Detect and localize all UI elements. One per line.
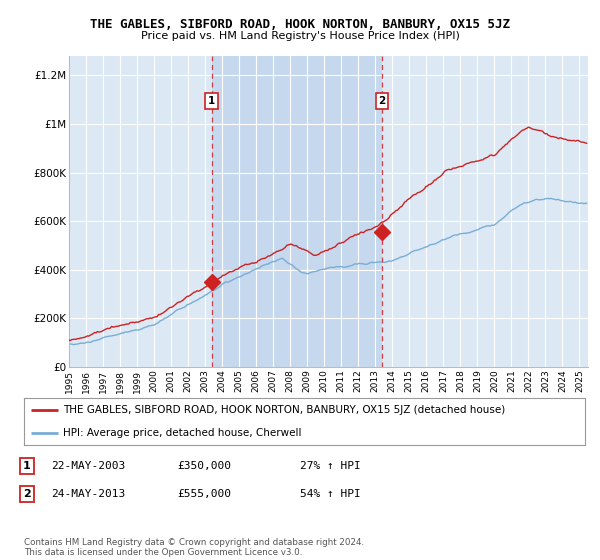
Bar: [212, 56, 382, 367]
Text: THE GABLES, SIBFORD ROAD, HOOK NORTON, BANBURY, OX15 5JZ (detached house): THE GABLES, SIBFORD ROAD, HOOK NORTON, B…: [63, 405, 506, 416]
Text: 22-MAY-2003: 22-MAY-2003: [51, 461, 125, 471]
Text: 2: 2: [378, 96, 385, 106]
Text: £555,000: £555,000: [177, 489, 231, 499]
Text: 54% ↑ HPI: 54% ↑ HPI: [300, 489, 361, 499]
Text: 1: 1: [208, 96, 215, 106]
Text: £350,000: £350,000: [177, 461, 231, 471]
Text: Price paid vs. HM Land Registry's House Price Index (HPI): Price paid vs. HM Land Registry's House …: [140, 31, 460, 41]
Text: HPI: Average price, detached house, Cherwell: HPI: Average price, detached house, Cher…: [63, 428, 302, 438]
Text: 1: 1: [23, 461, 31, 471]
Text: 24-MAY-2013: 24-MAY-2013: [51, 489, 125, 499]
Text: 2: 2: [23, 489, 31, 499]
Text: 27% ↑ HPI: 27% ↑ HPI: [300, 461, 361, 471]
Text: Contains HM Land Registry data © Crown copyright and database right 2024.
This d: Contains HM Land Registry data © Crown c…: [24, 538, 364, 557]
Text: THE GABLES, SIBFORD ROAD, HOOK NORTON, BANBURY, OX15 5JZ: THE GABLES, SIBFORD ROAD, HOOK NORTON, B…: [90, 18, 510, 31]
